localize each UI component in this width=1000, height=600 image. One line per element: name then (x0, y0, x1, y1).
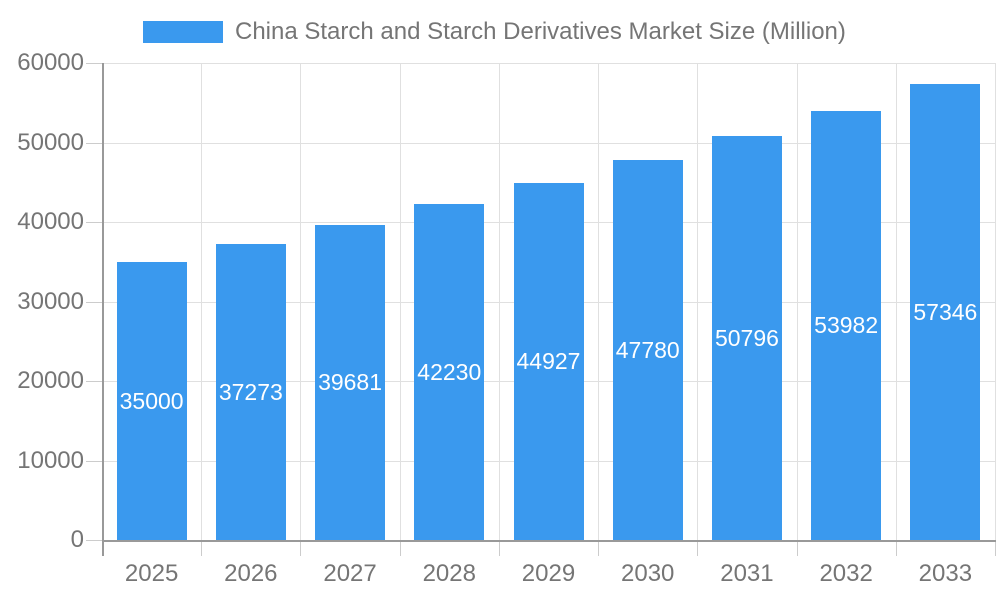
x-axis-label: 2026 (224, 560, 278, 587)
gridline-horizontal (102, 142, 995, 144)
bar[interactable] (215, 243, 286, 540)
legend-swatch-icon (143, 21, 223, 43)
legend-label: China Starch and Starch Derivatives Mark… (235, 18, 846, 45)
gridline-horizontal (102, 63, 995, 64)
x-axis-label: 2027 (323, 560, 377, 587)
y-axis-line (102, 63, 104, 556)
gridline-vertical (796, 63, 798, 540)
x-axis-tick (300, 540, 302, 556)
x-axis-label: 2028 (422, 560, 476, 587)
x-axis-label: 2029 (521, 560, 576, 587)
gridline-vertical (399, 63, 401, 540)
bar-value-label: 35000 (119, 387, 184, 414)
bar[interactable] (612, 160, 683, 540)
y-axis-label: 10000 (17, 446, 84, 474)
x-axis-line (102, 540, 996, 542)
gridline-vertical (201, 63, 203, 540)
bar-value-label: 44927 (516, 348, 581, 375)
y-axis-label: 60000 (17, 49, 84, 76)
bar-value-label: 50796 (714, 325, 779, 352)
bar-value-label: 47780 (615, 337, 680, 364)
bar-value-label: 57346 (913, 299, 978, 326)
y-axis-tick (86, 301, 102, 303)
bar-value-label: 53982 (814, 312, 879, 339)
x-axis-tick (796, 540, 798, 556)
bar[interactable] (910, 84, 981, 540)
bar[interactable] (315, 224, 386, 540)
bar-value-label: 37273 (218, 378, 283, 405)
x-axis-label: 2033 (918, 560, 973, 587)
gridline-vertical (300, 63, 302, 540)
gridline-vertical (498, 63, 500, 540)
y-axis-tick (86, 381, 102, 382)
x-axis-label: 2032 (819, 560, 873, 587)
x-axis-tick (498, 540, 500, 556)
y-axis-label: 30000 (17, 287, 84, 315)
bar[interactable] (414, 204, 485, 540)
x-axis-label: 2031 (720, 560, 774, 587)
bar-value-label: 42230 (417, 359, 482, 386)
x-axis-tick (697, 540, 699, 556)
x-axis-label: 2030 (621, 560, 675, 587)
gridline-vertical (697, 63, 699, 540)
x-axis-tick (598, 540, 600, 556)
y-axis-tick (86, 460, 102, 462)
x-axis-label: 2025 (124, 560, 179, 587)
y-axis-label: 40000 (17, 208, 84, 235)
bar[interactable] (116, 261, 187, 540)
bar-value-label: 39681 (318, 369, 383, 396)
y-axis-tick (86, 222, 102, 223)
y-axis-tick (86, 540, 102, 541)
bar[interactable] (811, 110, 882, 540)
x-axis-tick (895, 540, 897, 556)
gridline-vertical (895, 63, 897, 540)
x-axis-tick (399, 540, 401, 556)
y-axis-tick (86, 63, 102, 64)
y-axis-label: 20000 (17, 367, 84, 394)
x-axis-tick (201, 540, 203, 556)
bar[interactable] (513, 182, 584, 540)
x-axis-tick (995, 540, 996, 556)
y-axis-label: 50000 (17, 128, 84, 156)
y-axis-label: 0 (70, 526, 84, 553)
gridline-vertical (598, 63, 600, 540)
y-axis-tick (86, 142, 102, 144)
bar[interactable] (711, 136, 782, 540)
gridline-vertical (995, 63, 996, 540)
